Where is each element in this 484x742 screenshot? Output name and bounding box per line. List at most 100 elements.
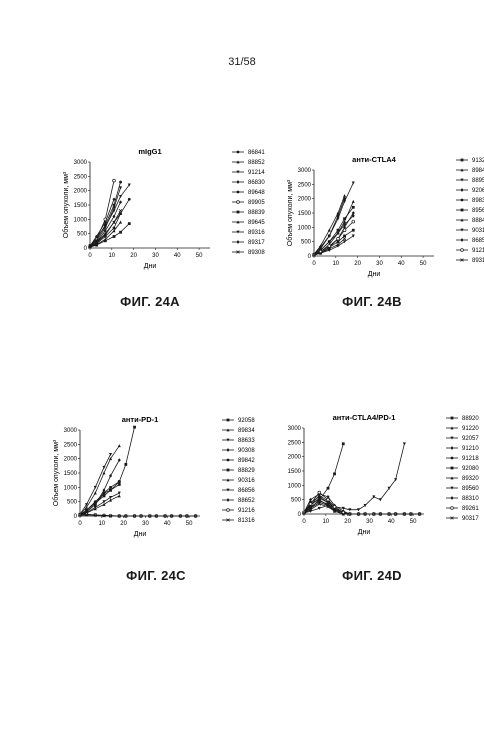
data-point <box>372 512 376 516</box>
legend-marker <box>226 428 230 432</box>
legend-marker <box>236 250 240 254</box>
data-point <box>85 505 89 509</box>
data-point <box>117 514 121 518</box>
data-point <box>85 503 89 507</box>
chart-panel-24c: анти-PD-1 0 500 1000 1500 2000 2500 3000 0 10 20 30… <box>42 408 282 548</box>
data-point <box>402 442 406 446</box>
data-point <box>308 502 313 506</box>
data-point <box>319 244 323 248</box>
data-point <box>118 209 123 213</box>
y-tick-label: 1500 <box>64 471 78 477</box>
x-tick-label: 20 <box>130 253 137 259</box>
data-point <box>102 494 106 498</box>
data-point <box>393 512 398 516</box>
legend-marker <box>460 218 464 222</box>
legend-label: 90316 <box>238 478 255 484</box>
legend-label: 89832 <box>472 198 484 204</box>
legend-label: 89261 <box>462 506 479 512</box>
legend-marker <box>450 476 454 480</box>
legend-label: 91321 <box>472 158 484 164</box>
legend-label: 91218 <box>462 456 479 462</box>
legend-label: 90311 <box>472 228 484 234</box>
x-tick-label: 50 <box>420 261 427 267</box>
data-point <box>402 512 407 516</box>
legend-marker <box>450 496 454 500</box>
data-point <box>343 240 347 244</box>
data-point <box>93 485 97 490</box>
y-tick-label: 1000 <box>298 225 312 231</box>
data-point <box>102 471 106 475</box>
data-point <box>112 226 116 230</box>
legend-label: 90308 <box>238 448 255 454</box>
legend-label: 89645 <box>248 220 265 226</box>
data-point <box>357 508 361 512</box>
legend-label: 86856 <box>472 238 484 244</box>
data-point <box>378 512 383 516</box>
legend-label: 88954 <box>472 178 484 184</box>
legend-label: 89569 <box>472 208 484 214</box>
legend-label: 89843 <box>472 168 484 174</box>
figure-caption-24d: ФИГ. 24D <box>342 568 402 583</box>
data-point <box>336 237 340 241</box>
legend-label: 89905 <box>248 200 265 206</box>
data-point <box>332 505 337 509</box>
data-point <box>351 211 355 215</box>
legend-label: 88310 <box>462 496 479 502</box>
legend-label: 86830 <box>248 180 265 186</box>
chart-title: анти-CTLA4/PD-1 <box>333 413 396 422</box>
data-point <box>378 498 382 502</box>
data-point <box>343 217 346 221</box>
legend-marker <box>450 456 454 460</box>
x-tick-label: 30 <box>142 521 149 527</box>
series-line-89905 <box>89 180 115 247</box>
series-86830 <box>88 197 116 248</box>
y-tick-label: 2000 <box>74 189 88 195</box>
y-tick-label: 2500 <box>298 182 312 188</box>
data-point <box>109 488 112 492</box>
data-point <box>119 212 122 215</box>
data-point <box>336 211 340 215</box>
data-point <box>103 233 107 237</box>
legend-label: 88829 <box>238 468 255 474</box>
chart-svg-24a: mIgG1 0 500 1000 1500 2000 2500 3000 0 10 20 30 40 50… <box>62 147 265 270</box>
data-point <box>103 226 107 230</box>
data-point <box>117 491 121 495</box>
data-point <box>78 513 82 517</box>
y-tick-label: 3000 <box>74 160 88 166</box>
data-point <box>317 506 321 510</box>
data-point <box>372 495 376 499</box>
data-point <box>139 514 143 518</box>
data-point <box>102 491 106 495</box>
legend-label: 89648 <box>248 190 265 196</box>
legend-marker <box>226 488 230 492</box>
data-point <box>308 508 313 512</box>
data-point <box>318 251 323 255</box>
figure-caption-24b: ФИГ. 24B <box>342 294 402 309</box>
data-point <box>93 501 97 505</box>
x-tick-label: 40 <box>174 253 181 259</box>
data-point <box>336 231 340 235</box>
data-point <box>124 514 128 518</box>
series-line-90317 <box>303 503 420 515</box>
data-point <box>351 219 356 224</box>
series-line-92057 <box>303 443 405 514</box>
data-point <box>317 490 322 495</box>
legend-label: 89320 <box>462 476 479 482</box>
legend-label: 92057 <box>462 436 479 442</box>
legend-label: 91216 <box>472 248 484 254</box>
data-point <box>326 501 330 505</box>
data-point <box>193 514 198 518</box>
x-tick-label: 20 <box>354 261 361 267</box>
data-point <box>332 509 337 513</box>
x-tick-label: 0 <box>78 521 82 527</box>
x-tick-label: 50 <box>196 253 203 259</box>
data-point <box>327 239 331 244</box>
data-point <box>112 220 116 224</box>
data-point <box>103 237 107 241</box>
legend-label: 89842 <box>238 458 255 464</box>
series-88829 <box>78 483 121 516</box>
legend-label: 91210 <box>462 446 479 452</box>
legend-label: 92069 <box>472 188 484 194</box>
legend-label: 92080 <box>462 466 479 472</box>
legend-label: 88633 <box>238 438 255 444</box>
